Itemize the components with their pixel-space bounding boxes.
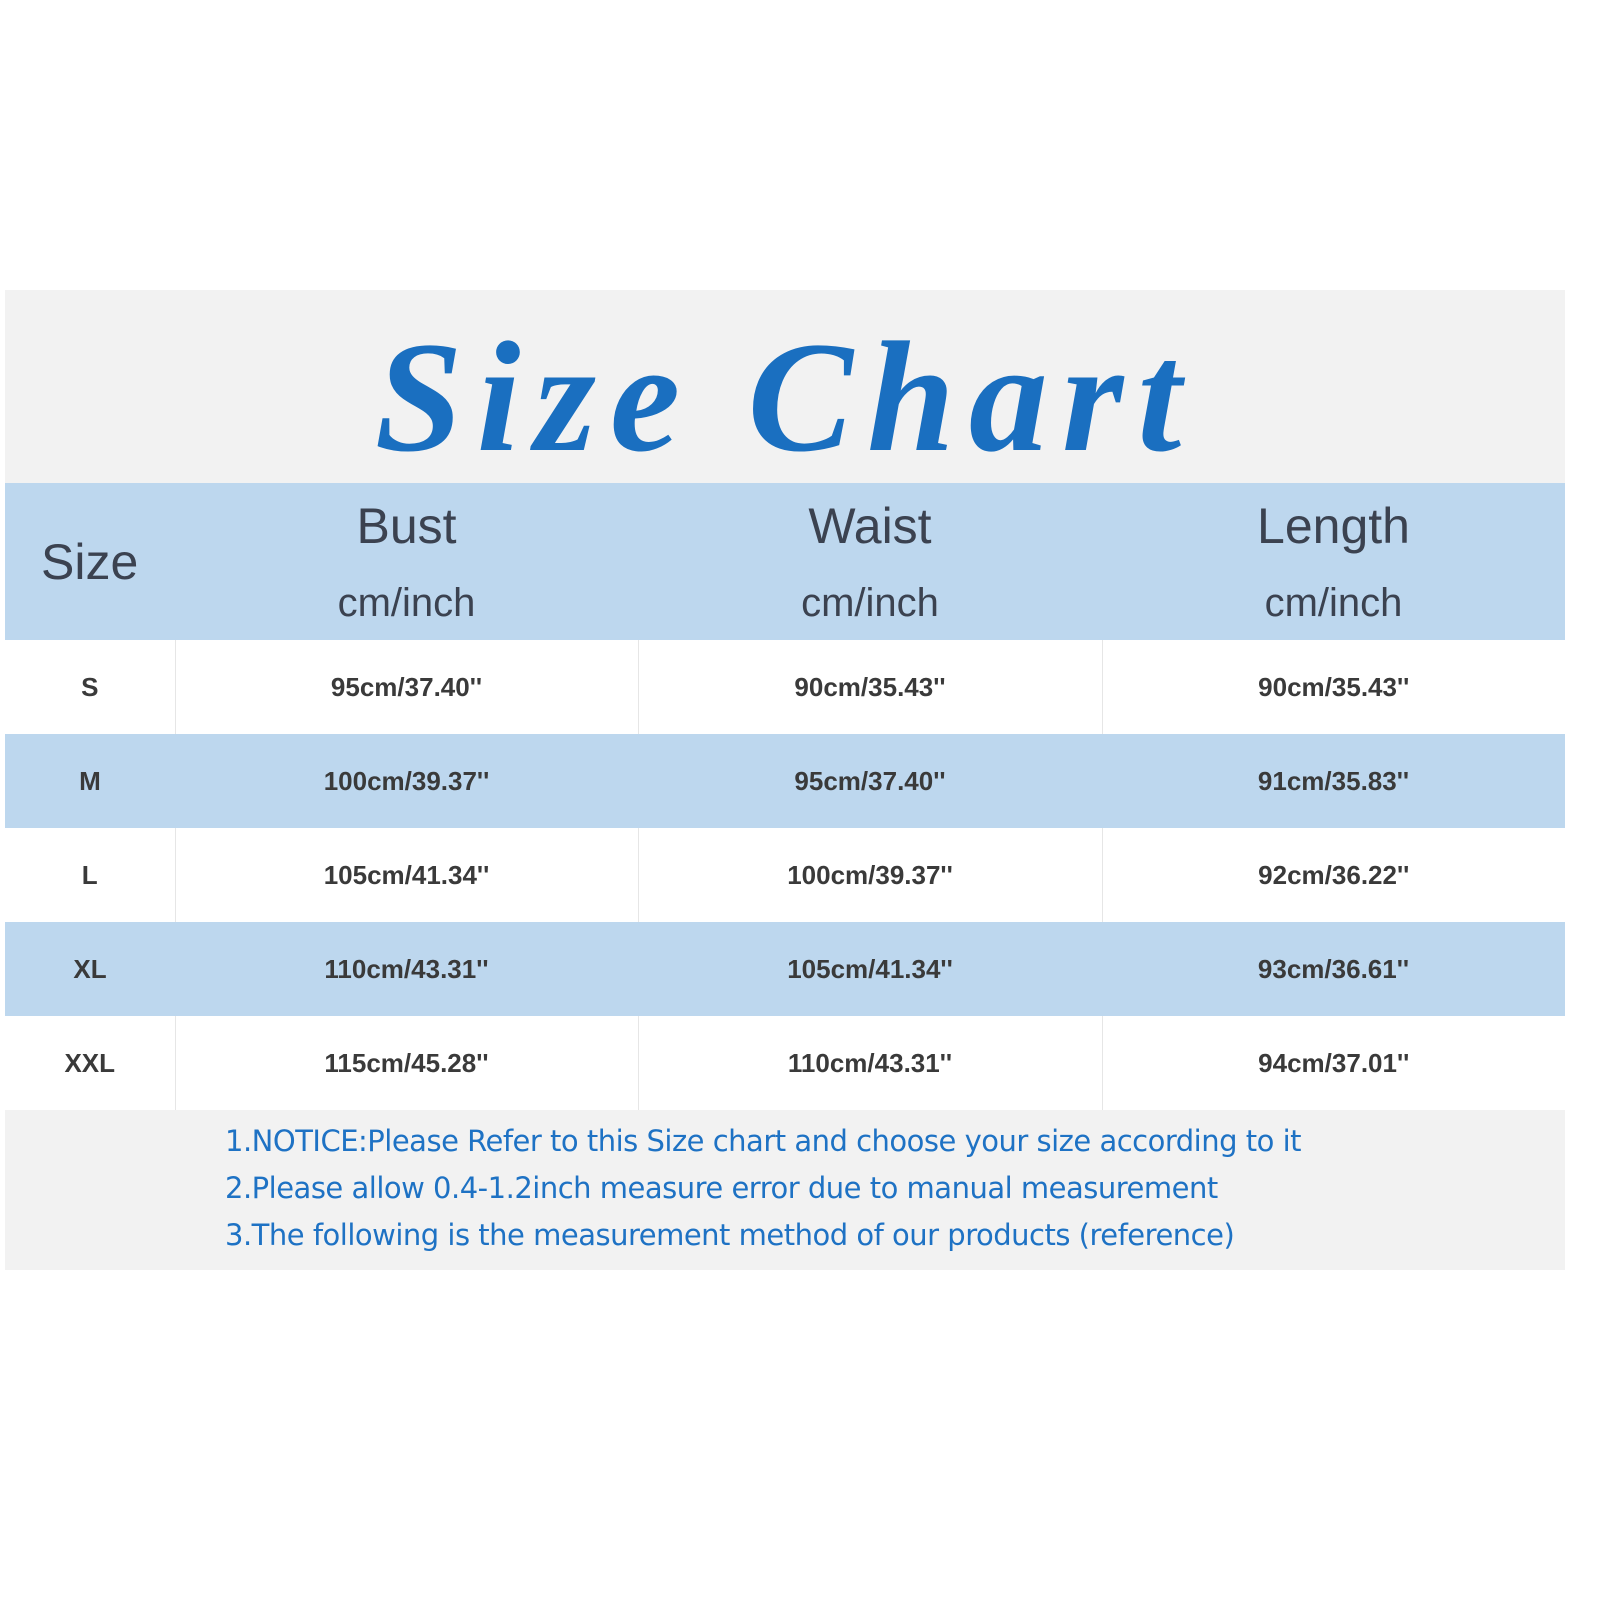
cell-bust: 115cm/45.28'' [174, 1016, 638, 1110]
cell-length: 94cm/37.01'' [1101, 1016, 1565, 1110]
cell-size: XXL [5, 1016, 175, 1110]
header-bust: Bust cm/inch [175, 483, 638, 640]
header-label: Bust [356, 497, 457, 554]
header-label: Length [1257, 497, 1410, 554]
header-length: Length cm/inch [1102, 483, 1565, 640]
size-table: Size Bust cm/inch Waist cm/inch Length cm/i… [5, 483, 1565, 1110]
cell-size: M [5, 734, 175, 828]
cell-length: 90cm/35.43'' [1101, 640, 1565, 734]
table-row: XXL 115cm/45.28'' 110cm/43.31'' 94cm/37.… [5, 1016, 1565, 1110]
table-row: XL 110cm/43.31'' 105cm/41.34'' 93cm/36.6… [5, 922, 1565, 1016]
table-row: S 95cm/37.40'' 90cm/35.43'' 90cm/35.43'' [5, 640, 1565, 734]
cell-length: 93cm/36.61'' [1102, 922, 1565, 1016]
cell-waist: 100cm/39.37'' [637, 828, 1102, 922]
cell-bust: 95cm/37.40'' [174, 640, 638, 734]
cell-bust: 110cm/43.31'' [175, 922, 638, 1016]
header-size: Size [5, 483, 175, 640]
cell-size: L [5, 828, 175, 922]
note-2: 2.Please allow 0.4-1.2inch measure error… [225, 1171, 1218, 1205]
notes-section: 1.NOTICE:Please Refer to this Size chart… [5, 1110, 1565, 1270]
cell-waist: 90cm/35.43'' [637, 640, 1102, 734]
header-unit: cm/inch [337, 580, 476, 625]
header-unit: cm/inch [1264, 580, 1403, 625]
note-1: 1.NOTICE:Please Refer to this Size chart… [225, 1124, 1302, 1158]
header-unit: cm/inch [801, 580, 939, 625]
size-chart-title: Size Chart [374, 310, 1196, 485]
cell-length: 92cm/36.22'' [1101, 828, 1565, 922]
table-row: L 105cm/41.34'' 100cm/39.37'' 92cm/36.22… [5, 828, 1565, 922]
cell-bust: 105cm/41.34'' [174, 828, 638, 922]
note-3: 3.The following is the measurement metho… [225, 1218, 1235, 1252]
cell-waist: 105cm/41.34'' [638, 922, 1102, 1016]
cell-bust: 100cm/39.37'' [175, 734, 638, 828]
size-chart-panel: Size Chart Size Bust cm/inch Waist cm/inch… [5, 290, 1565, 1270]
cell-length: 91cm/35.83'' [1102, 734, 1565, 828]
cell-waist: 95cm/37.40'' [638, 734, 1102, 828]
header-waist: Waist cm/inch [638, 483, 1102, 640]
cell-size: XL [5, 922, 175, 1016]
cell-waist: 110cm/43.31'' [637, 1016, 1102, 1110]
cell-size: S [5, 640, 175, 734]
header-row: Size Bust cm/inch Waist cm/inch Length cm/i… [5, 483, 1565, 640]
table-row: M 100cm/39.37'' 95cm/37.40'' 91cm/35.83'… [5, 734, 1565, 828]
header-label: Waist [808, 497, 932, 554]
